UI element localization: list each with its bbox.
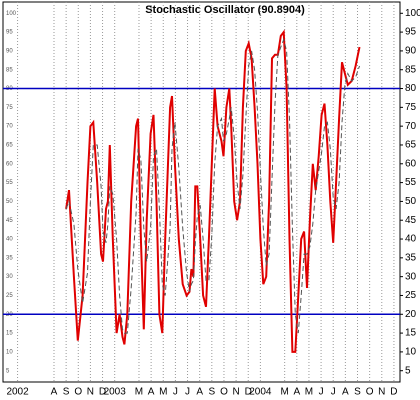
y-tick-label: 90: [405, 46, 417, 57]
y-tick-label-left: 75: [6, 105, 13, 111]
x-tick-label: S: [208, 387, 215, 398]
y-tick-label: 85: [405, 64, 417, 75]
y-tick-label-left: 55: [6, 180, 13, 186]
y-tick-label-left: 5: [6, 368, 10, 374]
x-tick-label: J: [331, 387, 336, 398]
y-tick-label-left: 10: [6, 349, 13, 355]
x-tick-label: J: [319, 387, 324, 398]
y-tick-label: 5: [405, 365, 411, 376]
x-tick-label: A: [342, 387, 349, 398]
x-tick-label: D: [99, 387, 106, 398]
y-tick-label: 25: [405, 290, 417, 301]
x-tick-label: M: [159, 387, 167, 398]
y-tick-label-left: 60: [6, 161, 13, 167]
x-tick-label: J: [185, 387, 190, 398]
y-tick-label-left: 95: [6, 30, 13, 36]
x-tick-label: O: [220, 387, 228, 398]
series-line: [65, 29, 361, 353]
y-tick-label: 40: [405, 234, 417, 245]
x-tick-label: O: [74, 387, 82, 398]
chart-title: Stochastic Oscillator (90.8904): [145, 4, 305, 16]
y-tick-label-left: 45: [6, 218, 13, 224]
y-tick-label-left: 40: [6, 237, 13, 243]
y-tick-label-left: 35: [6, 255, 13, 261]
y-tick-label: 45: [405, 215, 417, 226]
y-tick-label-left: 50: [6, 199, 13, 205]
x-tick-label: D: [390, 387, 397, 398]
x-tick-label: O: [366, 387, 374, 398]
y-tick-label: 20: [405, 309, 417, 320]
x-tick-label: N: [87, 387, 94, 398]
y-tick-label: 95: [405, 27, 417, 38]
y-tick-label-left: 85: [6, 67, 13, 73]
x-tick-label: 2002: [6, 387, 29, 398]
x-tick-label: M: [305, 387, 313, 398]
y-tick-label: 60: [405, 158, 417, 169]
y-tick-label: 35: [405, 252, 417, 263]
y-tick-label-left: 90: [6, 48, 13, 54]
x-tick-label: A: [148, 387, 155, 398]
y-tick-label: 70: [405, 121, 417, 132]
x-tick-label: A: [293, 387, 300, 398]
y-tick-label: 55: [405, 177, 417, 188]
y-tick-label: 75: [405, 102, 417, 113]
x-tick-label: 2004: [249, 387, 272, 398]
y-tick-label: 50: [405, 196, 417, 207]
y-tick-label-left: 100: [6, 11, 17, 17]
x-tick-label: A: [196, 387, 203, 398]
x-tick-label: N: [232, 387, 239, 398]
series-line: [65, 37, 360, 334]
x-tick-label: S: [354, 387, 361, 398]
x-tick-label: M: [280, 387, 288, 398]
plot-frame: [2, 1, 401, 383]
y-tick-label: 80: [405, 83, 417, 94]
x-tick-label: S: [63, 387, 70, 398]
y-tick-label-left: 65: [6, 143, 13, 149]
x-tick-label: J: [173, 387, 178, 398]
y-tick-label-left: 70: [6, 124, 13, 130]
y-tick-label-left: 25: [6, 293, 13, 299]
y-tick-label: 10: [405, 347, 417, 358]
x-tick-label: 2003: [104, 387, 127, 398]
x-tick-label: N: [378, 387, 385, 398]
x-tick-label: A: [51, 387, 58, 398]
x-tick-label: D: [245, 387, 252, 398]
y-tick-label: 100: [405, 8, 420, 19]
y-tick-label: 65: [405, 140, 417, 151]
y-tick-label: 15: [405, 328, 417, 339]
y-tick-label-left: 30: [6, 274, 13, 280]
x-tick-label: M: [135, 387, 143, 398]
y-tick-label-left: 15: [6, 331, 13, 337]
y-tick-label: 30: [405, 271, 417, 282]
